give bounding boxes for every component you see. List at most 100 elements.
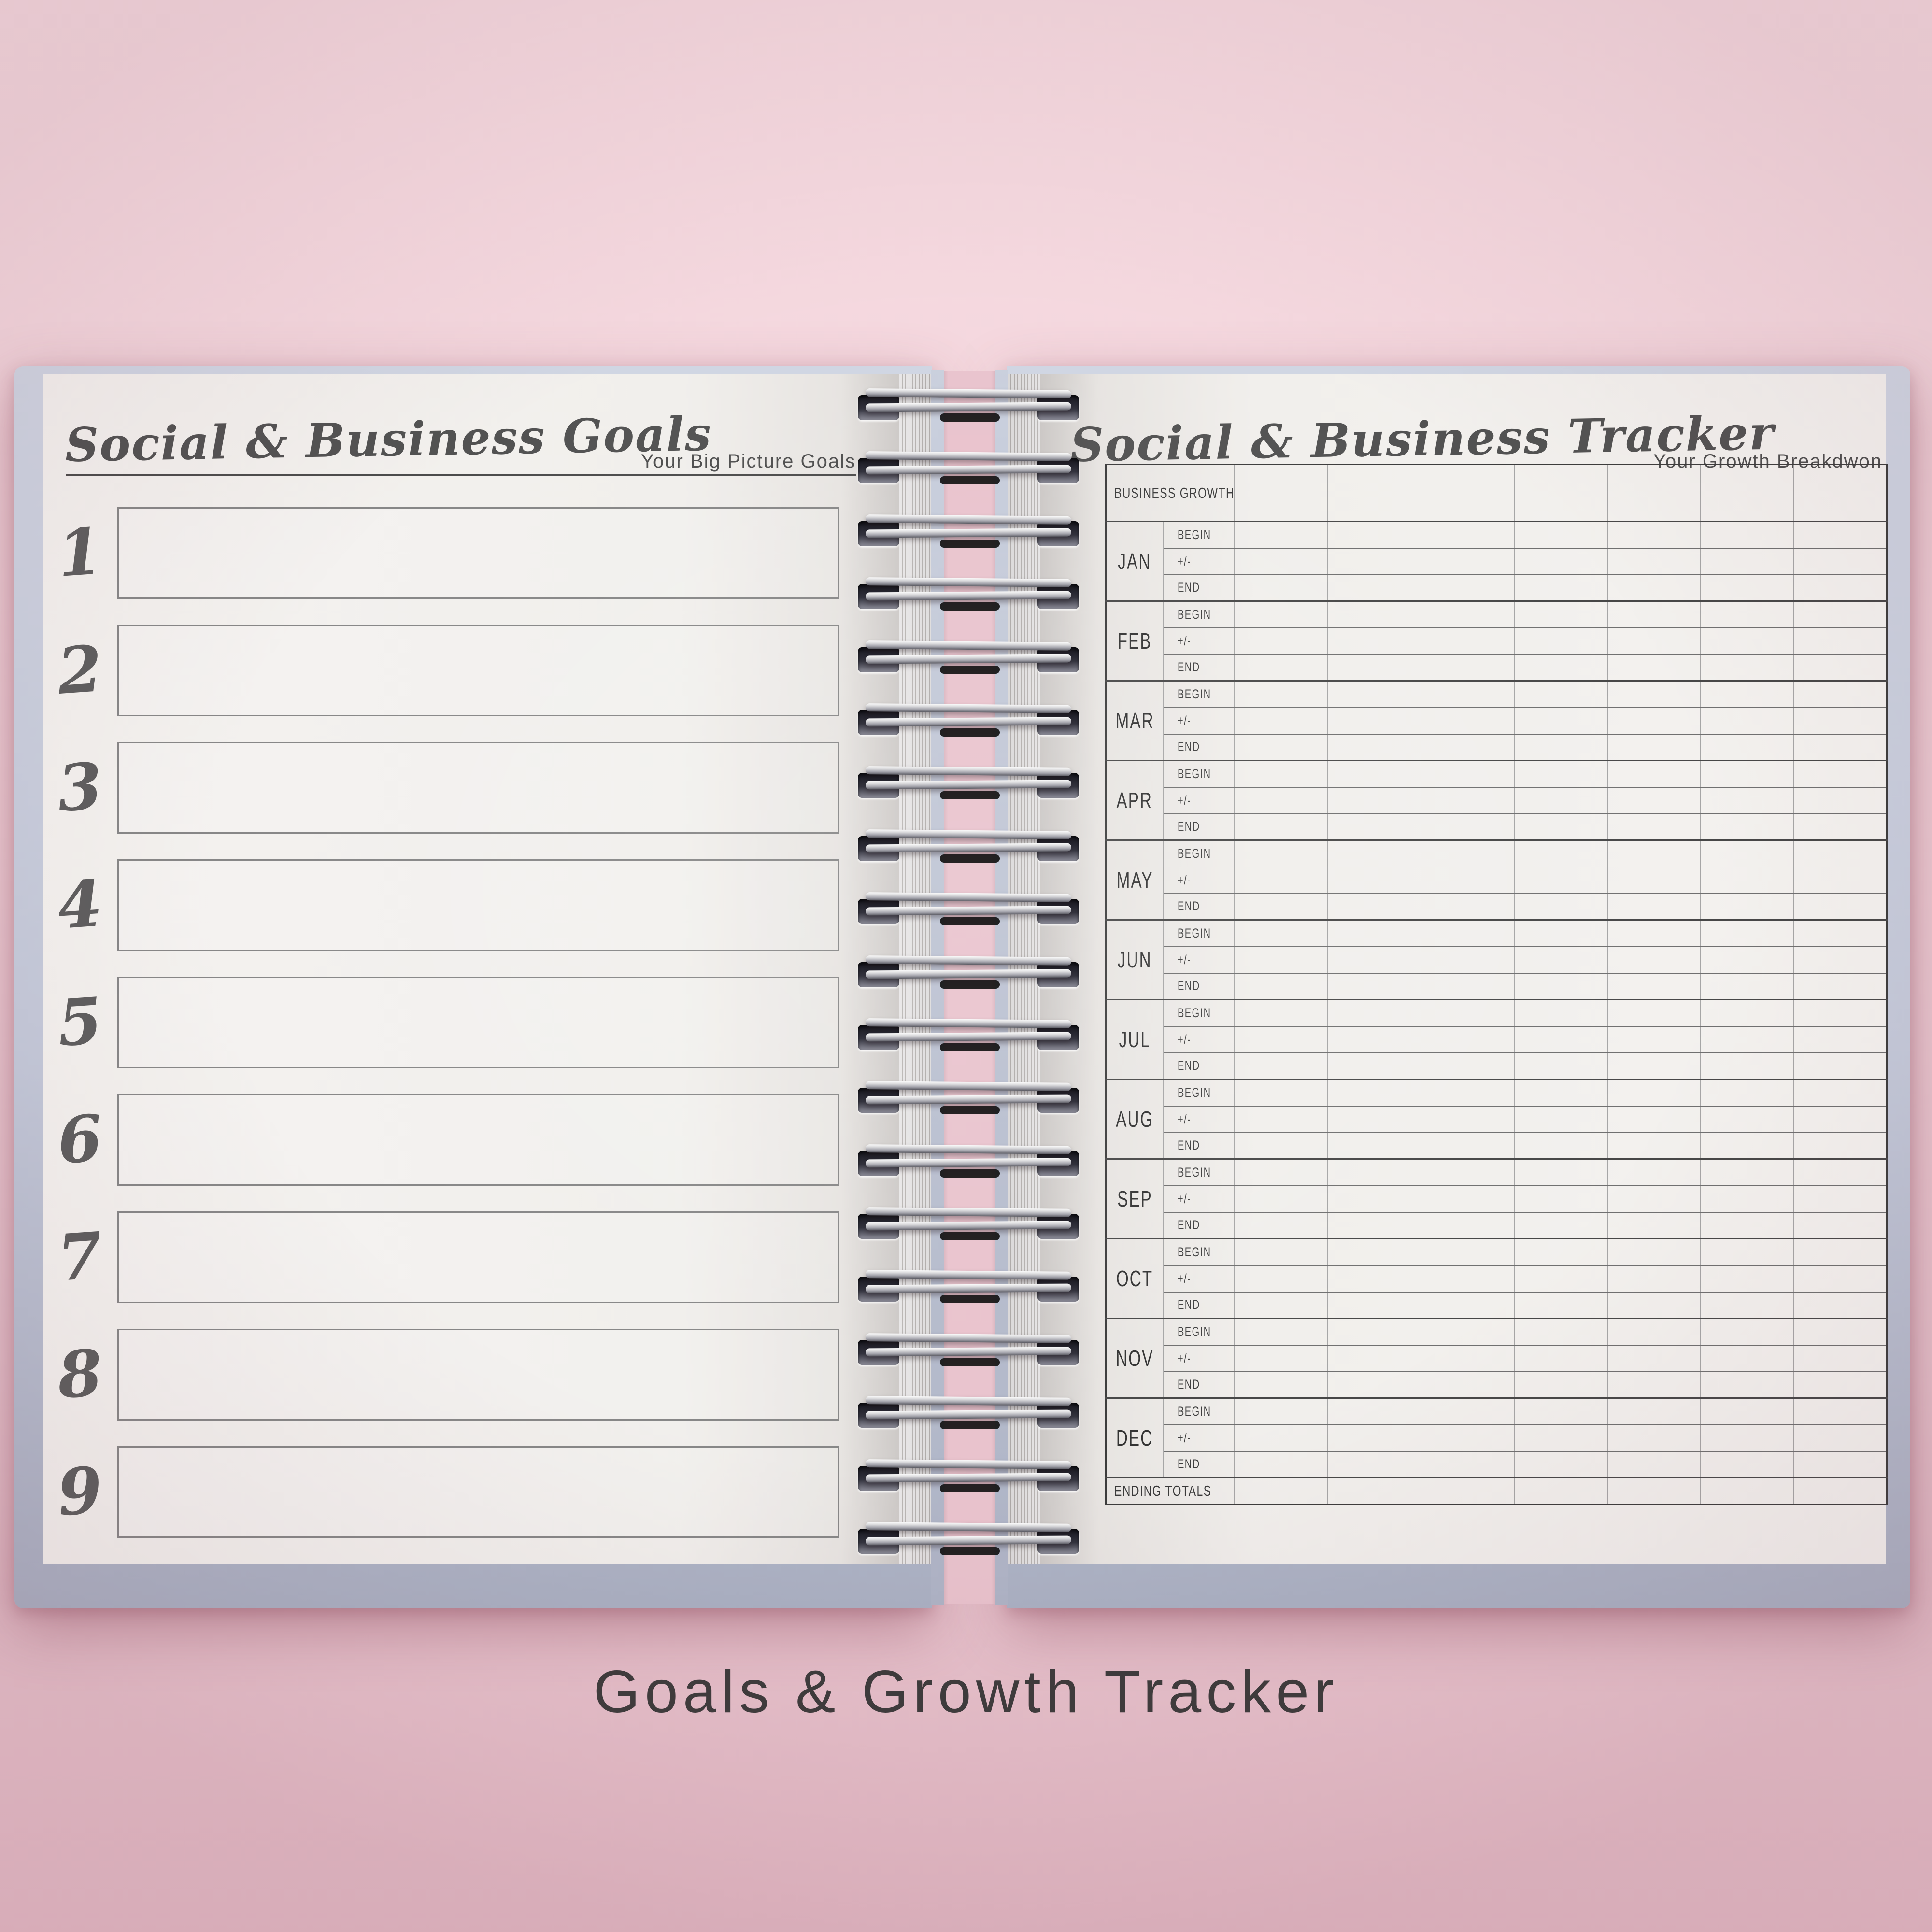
month-row-plusminus: +/- — [1106, 946, 1888, 974]
data-cell — [1513, 707, 1608, 735]
wire-front-segment — [865, 402, 1072, 412]
data-cell — [1700, 1105, 1794, 1133]
data-cell — [1420, 1450, 1515, 1478]
data-cell — [1420, 999, 1515, 1027]
data-cell — [1606, 813, 1701, 841]
month-row-plusminus: +/- — [1106, 1264, 1888, 1293]
data-cell — [1793, 1238, 1888, 1266]
data-cell — [1606, 1025, 1701, 1053]
plusminus-label: +/- — [1177, 1032, 1191, 1047]
data-cell — [1793, 972, 1888, 1000]
data-cell — [1327, 1264, 1421, 1293]
data-cell — [1234, 1132, 1328, 1160]
wire-front-segment — [865, 1144, 1072, 1154]
begin-label: BEGIN — [1177, 1085, 1211, 1100]
data-cell — [1513, 839, 1608, 867]
data-cell — [1793, 813, 1888, 841]
data-cell — [1327, 627, 1421, 655]
data-cell — [1420, 893, 1515, 921]
data-cell — [1513, 946, 1608, 974]
month-row-begin: MAY BEGIN — [1105, 839, 1888, 921]
row-label-cell: +/- — [1163, 1025, 1235, 1053]
data-cell — [1420, 786, 1515, 814]
month-cell: JAN — [1105, 521, 1164, 602]
data-cell — [1513, 521, 1608, 549]
wire-front-segment — [865, 640, 1072, 651]
month-row-plusminus: +/- — [1106, 1344, 1888, 1372]
wire-back-segment — [940, 665, 1000, 674]
data-cell — [1234, 813, 1328, 841]
begin-label: BEGIN — [1177, 766, 1211, 781]
month-cell: DEC — [1105, 1397, 1164, 1478]
data-cell — [1606, 680, 1701, 708]
data-cell — [1420, 760, 1515, 788]
data-cell — [1327, 999, 1421, 1027]
data-cell — [1606, 653, 1701, 682]
data-cell — [1234, 1158, 1328, 1186]
wire-back-segment — [940, 1358, 1000, 1366]
data-cell — [1700, 547, 1794, 575]
month-row-plusminus: +/- — [1106, 547, 1888, 575]
goal-row: 1 — [47, 507, 882, 599]
row-label-cell: BEGIN — [1163, 1158, 1235, 1186]
goal-number: 2 — [55, 631, 105, 710]
month-cell: JUL — [1105, 999, 1164, 1080]
month-row-begin: APR BEGIN — [1105, 760, 1888, 841]
row-label-cell: BEGIN — [1163, 1079, 1235, 1107]
data-cell — [1420, 1291, 1515, 1319]
tracker-table: BUSINESS GROWTH JAN BEGIN +/- END FEB BE… — [1105, 464, 1888, 1505]
end-label: END — [1177, 1457, 1200, 1472]
data-cell — [1420, 627, 1515, 655]
end-label: END — [1177, 1138, 1200, 1153]
row-label-cell: +/- — [1163, 1185, 1235, 1213]
wire-front-segment — [865, 1032, 1072, 1042]
tracker-body: BUSINESS GROWTH JAN BEGIN +/- END FEB BE… — [1105, 464, 1888, 1505]
data-cell — [1234, 1264, 1328, 1293]
data-cell — [1793, 1318, 1888, 1346]
data-cell — [1234, 707, 1328, 735]
row-label-cell: END — [1163, 653, 1235, 682]
data-cell — [1420, 521, 1515, 549]
data-cell — [1420, 574, 1515, 602]
data-cell — [1793, 627, 1888, 655]
data-cell — [1234, 600, 1328, 628]
goal-row: 6 — [47, 1094, 882, 1186]
data-cell — [1793, 786, 1888, 814]
data-cell — [1606, 1424, 1701, 1452]
begin-label: BEGIN — [1177, 846, 1211, 861]
wire-front-segment — [865, 906, 1072, 916]
row-label-cell: +/- — [1163, 1424, 1235, 1452]
data-cell — [1420, 813, 1515, 841]
month-row-begin: DEC BEGIN — [1105, 1397, 1888, 1478]
data-cell — [1606, 919, 1701, 947]
month-row-end: END — [1106, 1132, 1888, 1160]
data-cell — [1606, 1344, 1701, 1372]
data-cell — [1700, 1211, 1794, 1239]
data-cell — [1327, 521, 1421, 549]
month-cell: JUN — [1105, 919, 1164, 1000]
data-cell — [1327, 919, 1421, 947]
wire-front-segment — [865, 1221, 1072, 1231]
plusminus-label: +/- — [1177, 1350, 1191, 1365]
data-cell — [1513, 786, 1608, 814]
data-cell — [1420, 680, 1515, 708]
month-row-end: END — [1106, 893, 1888, 921]
data-cell — [1793, 680, 1888, 708]
end-label: END — [1177, 1297, 1200, 1312]
data-cell — [1793, 1344, 1888, 1372]
month-label: MAY — [1116, 867, 1153, 893]
begin-label: BEGIN — [1177, 1404, 1211, 1419]
data-cell — [1606, 464, 1701, 522]
goal-box — [117, 1446, 839, 1538]
data-cell — [1606, 1291, 1701, 1319]
wire-front-segment — [865, 955, 1072, 966]
data-cell — [1327, 653, 1421, 682]
goal-number: 1 — [55, 513, 105, 592]
month-row-begin: JUL BEGIN — [1105, 999, 1888, 1080]
data-cell — [1606, 946, 1701, 974]
data-cell — [1700, 1450, 1794, 1478]
end-label: END — [1177, 899, 1200, 914]
data-cell — [1234, 1424, 1328, 1452]
data-cell — [1606, 999, 1701, 1027]
data-cell — [1606, 760, 1701, 788]
